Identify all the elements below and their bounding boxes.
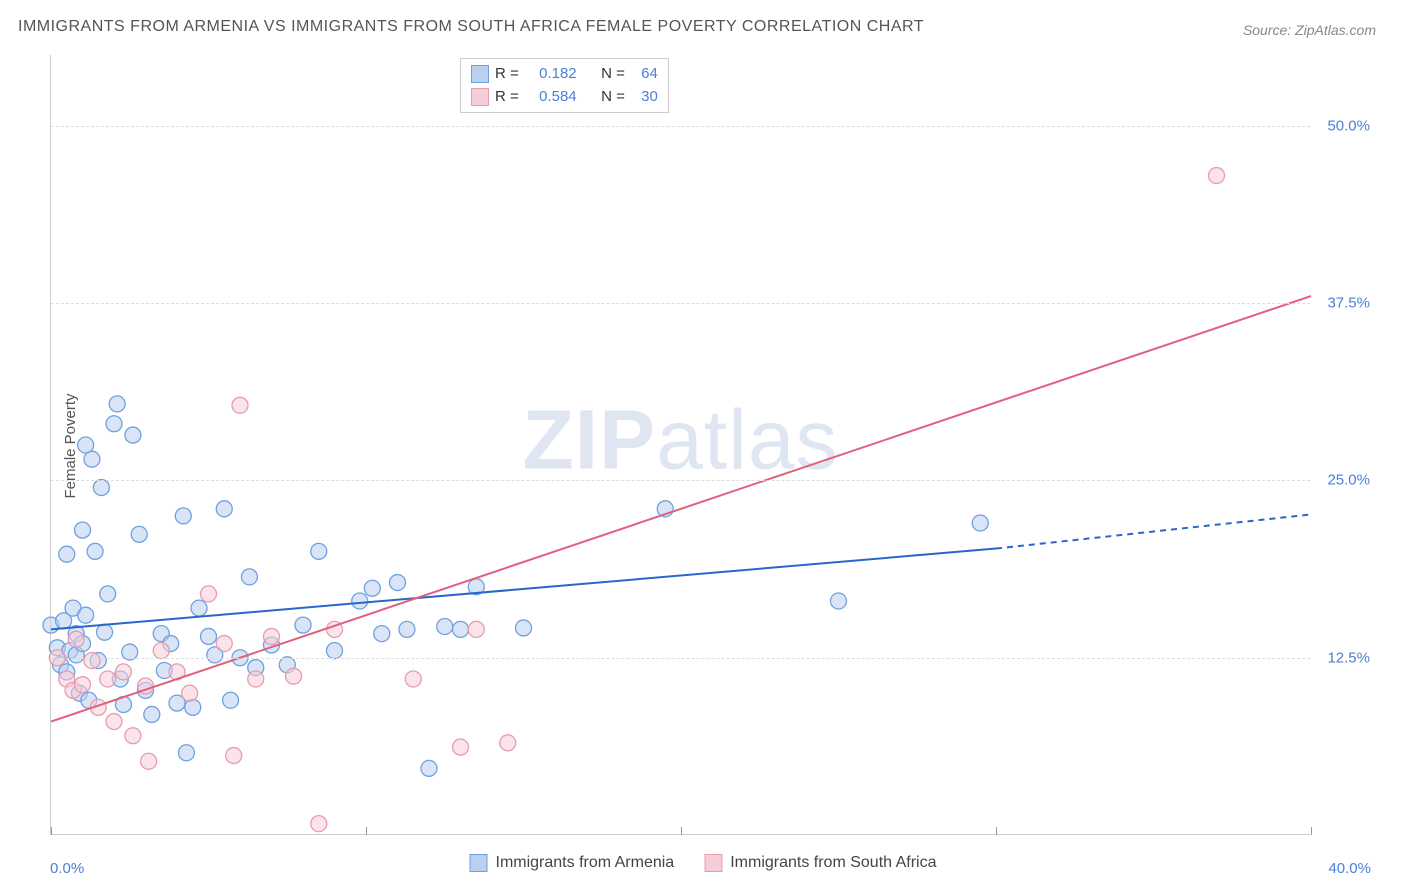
series-label: Immigrants from Armenia <box>495 854 674 872</box>
data-point <box>106 714 122 730</box>
data-point <box>100 671 116 687</box>
data-point <box>264 628 280 644</box>
legend-row: R = 0.182 N = 64 <box>471 63 658 86</box>
n-label: N = <box>601 63 625 86</box>
data-point <box>831 593 847 609</box>
data-point <box>223 692 239 708</box>
data-point <box>191 600 207 616</box>
data-point <box>327 643 343 659</box>
data-point <box>232 397 248 413</box>
data-point <box>1209 168 1225 184</box>
data-point <box>153 643 169 659</box>
data-point <box>109 396 125 412</box>
n-label: N = <box>601 86 625 109</box>
r-value: 0.584 <box>539 86 577 109</box>
data-point <box>216 636 232 652</box>
x-tick <box>51 827 52 835</box>
regression-line-dashed <box>996 514 1311 548</box>
x-tick <box>366 827 367 835</box>
y-tick-label: 50.0% <box>1327 117 1370 134</box>
series-legend-item: Immigrants from Armenia <box>469 854 674 872</box>
legend-swatch <box>469 854 487 872</box>
legend-swatch <box>471 88 489 106</box>
y-tick-label: 25.0% <box>1327 472 1370 489</box>
data-point <box>144 706 160 722</box>
r-label: R = <box>495 63 519 86</box>
data-point <box>248 671 264 687</box>
x-tick <box>681 827 682 835</box>
data-point <box>87 543 103 559</box>
n-value: 30 <box>641 86 658 109</box>
data-point <box>516 620 532 636</box>
data-point <box>84 653 100 669</box>
data-point <box>201 586 217 602</box>
data-point <box>468 621 484 637</box>
data-point <box>59 546 75 562</box>
data-point <box>286 668 302 684</box>
data-point <box>437 619 453 635</box>
x-tick <box>996 827 997 835</box>
data-point <box>78 607 94 623</box>
data-point <box>226 748 242 764</box>
data-point <box>399 621 415 637</box>
x-tick <box>1311 827 1312 835</box>
series-legend: Immigrants from Armenia Immigrants from S… <box>469 854 936 872</box>
data-point <box>93 480 109 496</box>
data-point <box>175 508 191 524</box>
chart-svg <box>51 55 1310 834</box>
data-point <box>115 664 131 680</box>
data-point <box>374 626 390 642</box>
data-point <box>216 501 232 517</box>
r-label: R = <box>495 86 519 109</box>
data-point <box>106 416 122 432</box>
data-point <box>75 677 91 693</box>
data-point <box>68 631 84 647</box>
legend-swatch <box>471 65 489 83</box>
gridline <box>51 126 1310 127</box>
correlation-legend: R = 0.182 N = 64R = 0.584 N = 30 <box>460 58 669 113</box>
legend-swatch <box>704 854 722 872</box>
data-point <box>125 728 141 744</box>
data-point <box>453 739 469 755</box>
series-legend-item: Immigrants from South Africa <box>704 854 936 872</box>
source-label: Source: ZipAtlas.com <box>1243 22 1376 38</box>
data-point <box>131 526 147 542</box>
data-point <box>453 621 469 637</box>
plot-area: ZIPatlas 12.5%25.0%37.5%50.0% <box>50 55 1310 835</box>
gridline <box>51 480 1310 481</box>
r-value: 0.182 <box>539 63 577 86</box>
y-tick-label: 12.5% <box>1327 649 1370 666</box>
data-point <box>421 760 437 776</box>
data-point <box>125 427 141 443</box>
data-point <box>364 580 380 596</box>
chart-title: IMMIGRANTS FROM ARMENIA VS IMMIGRANTS FR… <box>18 18 924 36</box>
gridline <box>51 303 1310 304</box>
data-point <box>141 753 157 769</box>
data-point <box>311 816 327 832</box>
x-axis-min-label: 0.0% <box>50 860 84 877</box>
data-point <box>178 745 194 761</box>
data-point <box>311 543 327 559</box>
gridline <box>51 658 1310 659</box>
data-point <box>352 593 368 609</box>
data-point <box>100 586 116 602</box>
data-point <box>295 617 311 633</box>
data-point <box>78 437 94 453</box>
data-point <box>185 699 201 715</box>
data-point <box>75 522 91 538</box>
data-point <box>972 515 988 531</box>
data-point <box>390 575 406 591</box>
data-point <box>241 569 257 585</box>
data-point <box>182 685 198 701</box>
data-point <box>201 628 217 644</box>
n-value: 64 <box>641 63 658 86</box>
data-point <box>500 735 516 751</box>
legend-row: R = 0.584 N = 30 <box>471 86 658 109</box>
series-label: Immigrants from South Africa <box>730 854 936 872</box>
data-point <box>97 624 113 640</box>
data-point <box>405 671 421 687</box>
x-axis-max-label: 40.0% <box>1328 860 1371 877</box>
y-tick-label: 37.5% <box>1327 295 1370 312</box>
regression-line <box>51 549 996 630</box>
